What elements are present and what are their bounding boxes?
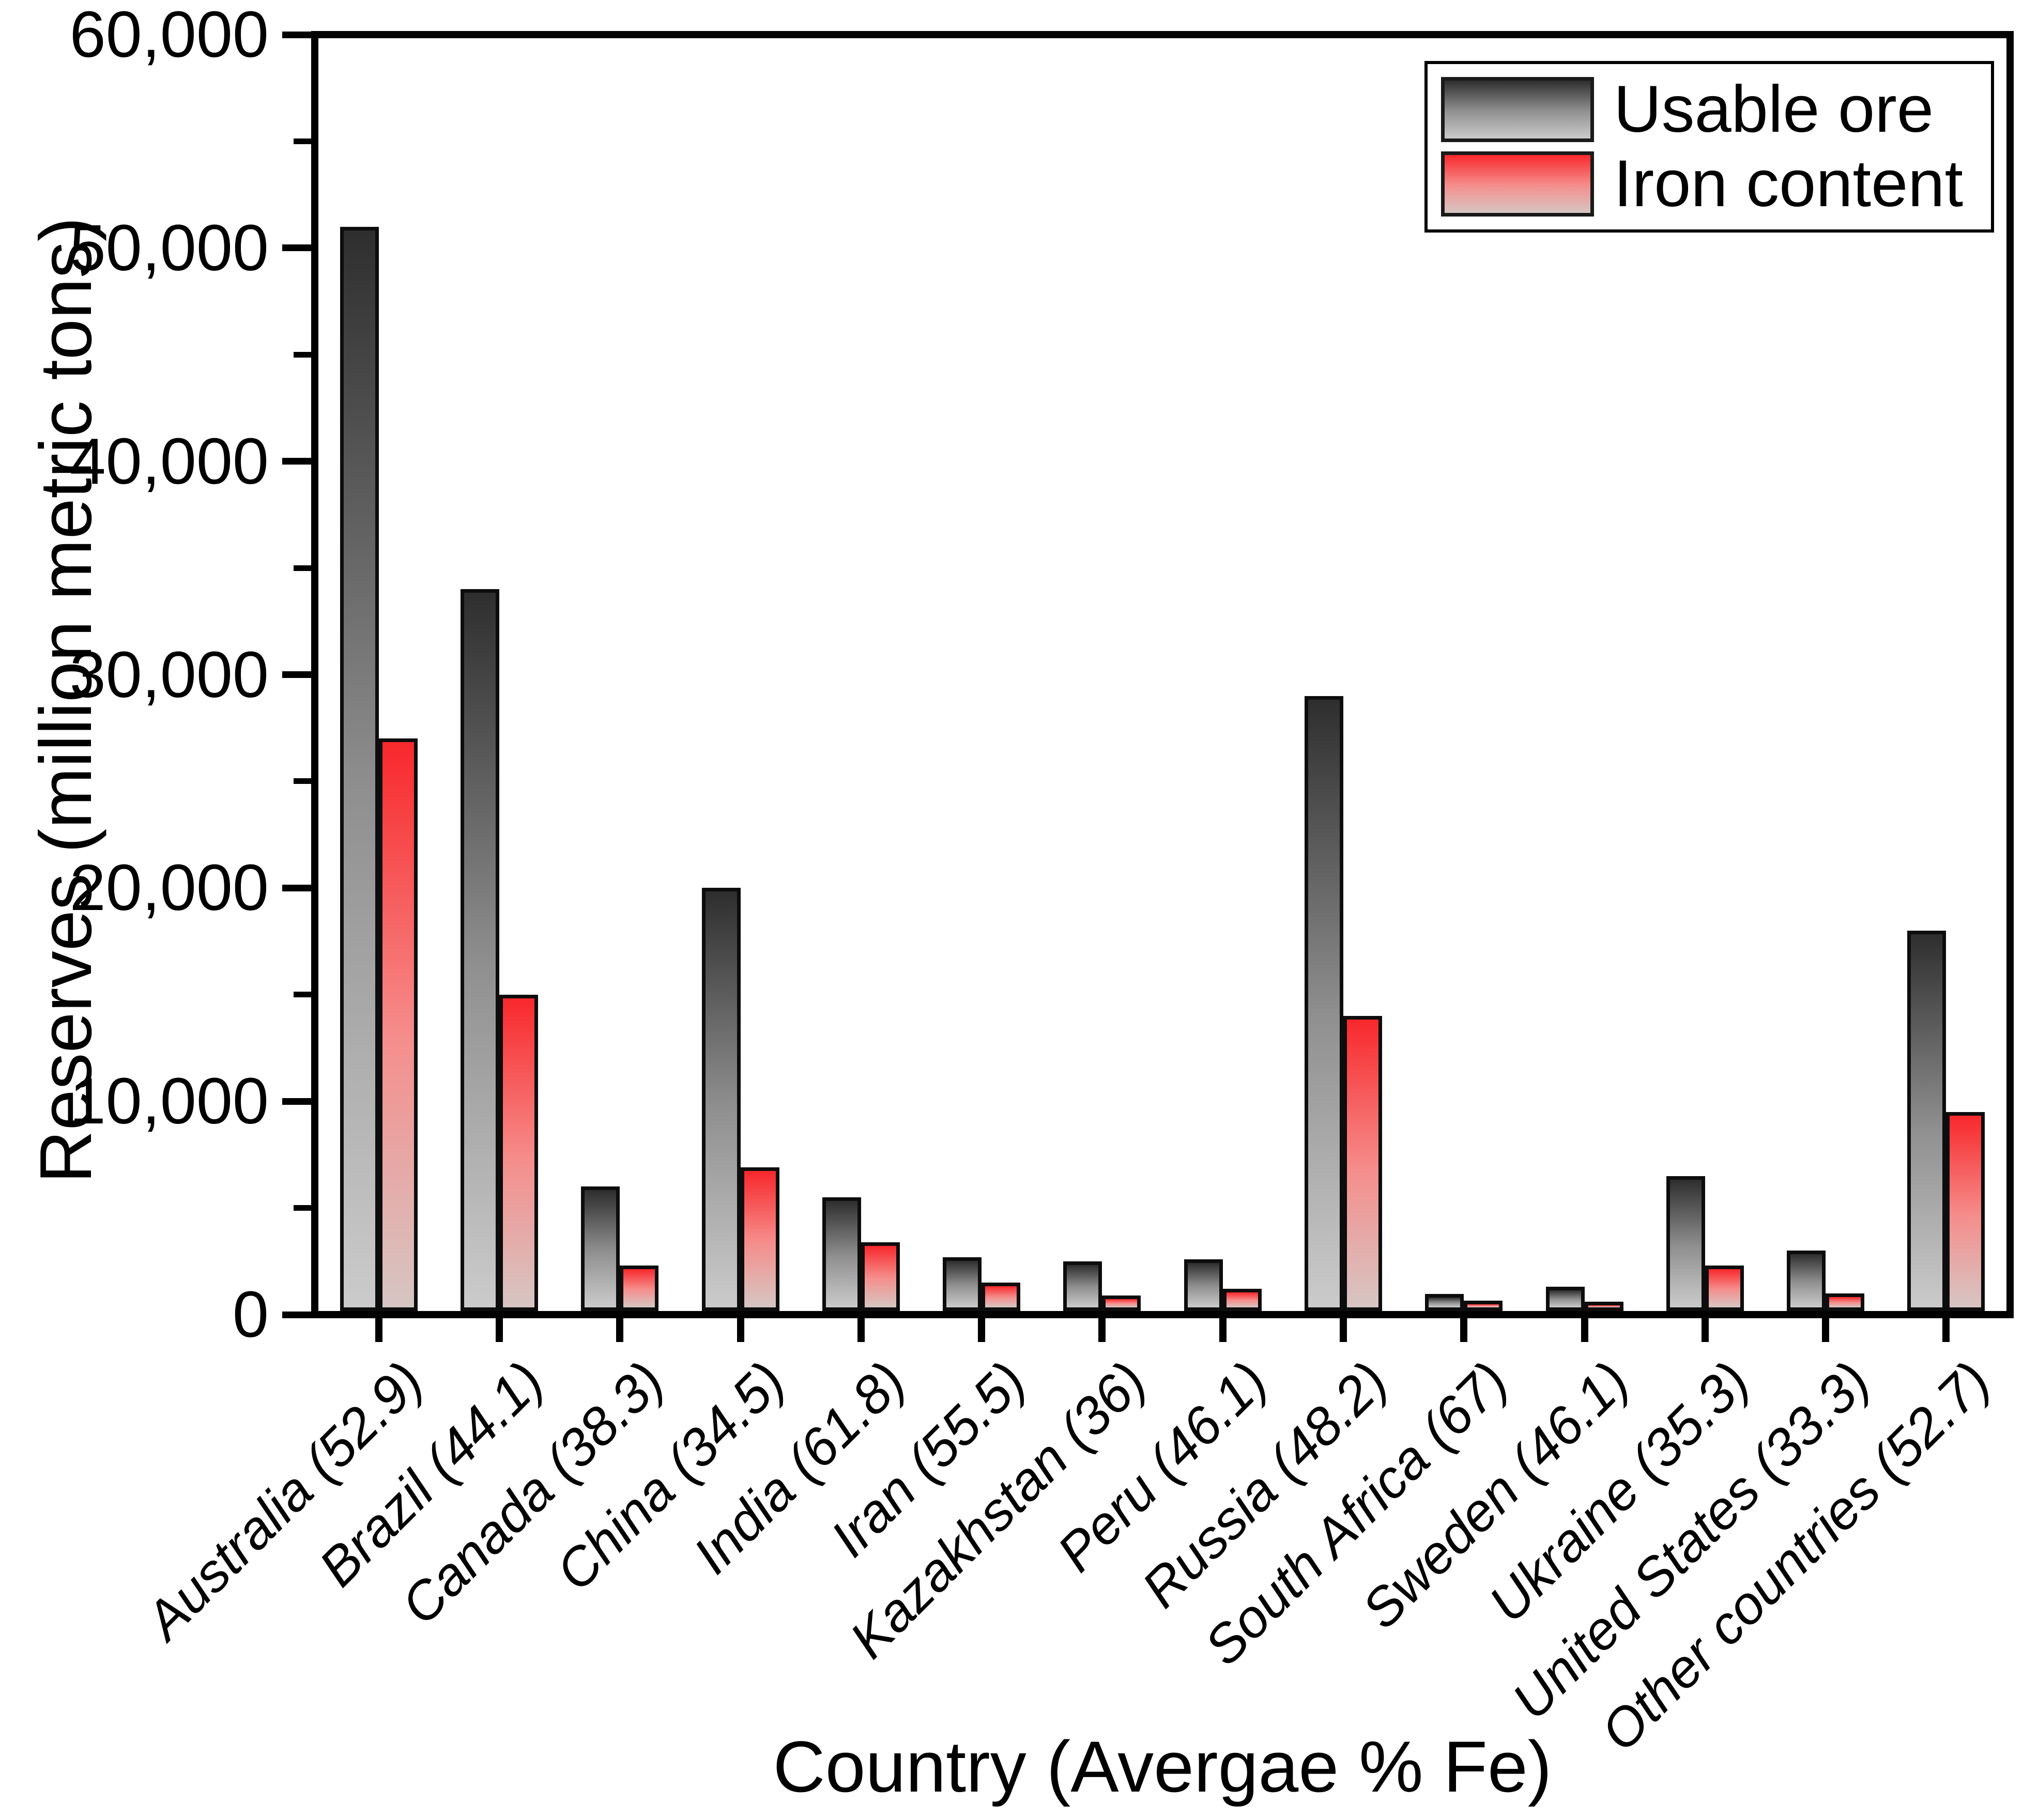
y-minor-tick (294, 138, 311, 144)
usable-ore-bar (822, 1197, 861, 1311)
iron-content-bar (1584, 1302, 1623, 1311)
y-major-tick (282, 1098, 311, 1105)
x-tick (375, 1318, 382, 1342)
usable-ore-bar (1545, 1287, 1585, 1311)
iron-content-bar (620, 1266, 659, 1311)
usable-ore-bar (460, 589, 499, 1311)
x-tick (616, 1318, 624, 1342)
y-major-tick (282, 884, 311, 891)
usable-ore-bar (701, 888, 741, 1311)
y-major-tick (282, 1311, 311, 1318)
x-tick (1098, 1318, 1106, 1342)
y-major-tick (282, 671, 311, 678)
usable-ore-bar (340, 226, 379, 1311)
iron-content-bar (1826, 1293, 1865, 1311)
iron-content-bar (1464, 1301, 1503, 1311)
y-tick-label: 50,000 (69, 211, 269, 284)
y-tick-label: 10,000 (69, 1065, 269, 1138)
iron-content-bar (1102, 1295, 1141, 1311)
usable-ore-bar (1787, 1251, 1826, 1311)
usable-ore-bar (943, 1257, 982, 1311)
iron-content-bar (1222, 1289, 1262, 1311)
iron-content-bar (982, 1283, 1021, 1311)
iron-content-bar (861, 1242, 900, 1311)
iron-content-bar (1343, 1016, 1382, 1311)
y-minor-tick (294, 351, 311, 358)
x-tick (1581, 1318, 1588, 1342)
iron-content-bar (378, 738, 418, 1311)
y-minor-tick (294, 778, 311, 784)
x-tick (1822, 1318, 1830, 1342)
y-major-tick (282, 458, 311, 465)
x-tick (1942, 1318, 1950, 1342)
x-tick (857, 1318, 865, 1342)
y-major-tick (282, 244, 311, 252)
y-minor-tick (294, 1205, 311, 1211)
y-axis-title: Reserves (million metric tons) (25, 217, 107, 1183)
y-tick-label: 60,000 (69, 0, 269, 71)
usable-ore-bar (1063, 1261, 1102, 1311)
y-tick-label: 0 (232, 1278, 269, 1351)
iron-content-bar (1705, 1266, 1744, 1311)
iron-content-bar (499, 994, 538, 1311)
legend-label-usable-ore: Usable ore (1614, 72, 1934, 146)
iron-content-swatch-icon (1441, 151, 1594, 217)
usable-ore-bar (1184, 1259, 1223, 1311)
x-tick (1701, 1318, 1709, 1342)
y-minor-tick (294, 992, 311, 998)
y-major-tick (282, 31, 311, 38)
legend: Usable ore Iron content (1424, 61, 1994, 233)
x-tick (1339, 1318, 1347, 1342)
x-tick (978, 1318, 986, 1342)
legend-entry-iron-content: Iron content (1441, 151, 1978, 217)
x-tick (737, 1318, 744, 1342)
y-tick-label: 40,000 (69, 424, 269, 498)
iron-content-bar (1946, 1112, 1985, 1311)
x-axis-title: Country (Avergae % Fe) (773, 1726, 1552, 1807)
legend-label-iron-content: Iron content (1614, 147, 1963, 221)
iron-content-bar (740, 1167, 779, 1311)
x-tick (1460, 1318, 1468, 1342)
usable-ore-bar (1907, 930, 1947, 1311)
usable-ore-bar (581, 1186, 620, 1311)
usable-ore-bar (1666, 1176, 1705, 1311)
legend-entry-usable-ore: Usable ore (1441, 76, 1978, 143)
y-tick-label: 20,000 (69, 851, 269, 924)
usable-ore-bar (1304, 696, 1343, 1311)
y-minor-tick (294, 565, 311, 571)
x-tick (1219, 1318, 1227, 1342)
usable-ore-bar (1425, 1293, 1464, 1311)
x-tick (495, 1318, 503, 1342)
y-tick-label: 30,000 (69, 638, 269, 711)
usable-ore-swatch-icon (1441, 77, 1594, 142)
plot-area (311, 31, 2014, 1318)
